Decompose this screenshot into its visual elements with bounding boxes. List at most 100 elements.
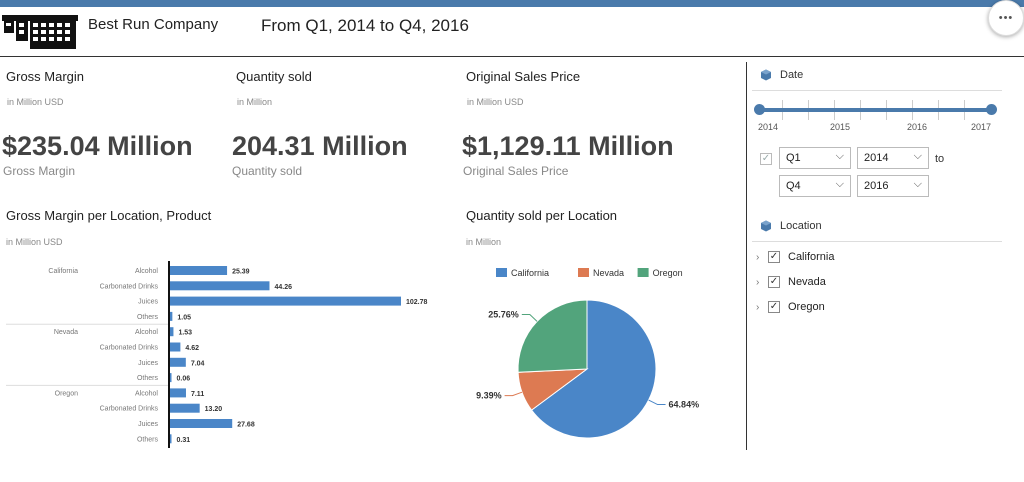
- bar-chart-unit: in Million USD: [6, 237, 63, 247]
- bar: [170, 373, 172, 383]
- from-year-value: 2014: [864, 152, 889, 164]
- kpi-gross-margin: Gross Margin in Million USD $235.04 Mill…: [2, 69, 193, 178]
- slider-label-2016: 2016: [907, 122, 928, 132]
- cube-icon: [761, 220, 771, 232]
- location-panel-separator: [752, 241, 1002, 242]
- kpi-unit: in Million USD: [467, 97, 524, 107]
- chevron-right-icon[interactable]: ›: [756, 301, 760, 313]
- company-name: Best Run Company: [88, 16, 219, 33]
- period-title: From Q1, 2014 to Q4, 2016: [261, 16, 469, 35]
- kpi-original-sales-price: Original Sales Price in Million USD $1,1…: [462, 69, 674, 178]
- quantity-sold-pie-chart: California Nevada Oregon 64.84% 9.39% 25.76%: [476, 268, 700, 439]
- kpi-title: Quantity sold: [236, 69, 312, 84]
- pie-value-label: 64.84%: [669, 400, 700, 410]
- pie-value-label: 9.39%: [476, 391, 502, 401]
- date-panel-separator: [752, 90, 1002, 91]
- kpi-unit: in Million USD: [7, 97, 64, 107]
- pie-leader-line: [521, 313, 538, 322]
- from-year-select[interactable]: 2014 ⌵: [857, 147, 929, 169]
- location-checkbox[interactable]: ✓: [768, 301, 780, 313]
- bar-category-label: Juices: [138, 421, 158, 428]
- panel-divider: [746, 62, 747, 450]
- to-year-value: 2016: [864, 180, 889, 192]
- bar-category-label: Carbonated Drinks: [100, 406, 159, 413]
- bar-category-label: Alcohol: [135, 268, 158, 275]
- bar-category-label: Carbonated Drinks: [100, 283, 159, 290]
- bar-value-label: 27.68: [237, 422, 255, 429]
- slider-label-2014: 2014: [758, 122, 779, 132]
- bar-value-label: 1.05: [177, 314, 191, 321]
- kpi-subtitle: Gross Margin: [3, 164, 76, 178]
- chevron-down-icon: ⌵: [913, 178, 922, 190]
- chevron-right-icon[interactable]: ›: [756, 251, 760, 263]
- bar-category-label: Alcohol: [135, 329, 158, 336]
- slider-track[interactable]: [760, 108, 992, 112]
- bar: [170, 281, 270, 291]
- bar-value-label: 0.06: [177, 376, 191, 383]
- bar-category-label: Carbonated Drinks: [100, 345, 159, 352]
- pie-chart-unit: in Million: [466, 237, 502, 247]
- more-options-button[interactable]: •••: [988, 0, 1024, 36]
- chevron-down-icon: ⌵: [835, 178, 844, 190]
- pie-slice: [517, 299, 588, 373]
- slider-start-handle[interactable]: [754, 104, 765, 115]
- gross-margin-bar-chart: California Alcohol 25.39 Carbonated Drinks 4…: [6, 261, 428, 448]
- bar: [170, 357, 186, 367]
- bar-value-label: 7.11: [191, 391, 204, 398]
- location-label: Nevada: [788, 276, 826, 288]
- bar: [170, 419, 233, 428]
- pie-legend-label: Oregon: [653, 268, 683, 278]
- location-panel-header: Location: [760, 220, 822, 232]
- bar-category-label: Others: [137, 436, 159, 443]
- to-year-select[interactable]: 2016 ⌵: [857, 175, 929, 197]
- top-accent-bar: [0, 0, 1024, 7]
- bar-category-label: Others: [137, 314, 159, 321]
- from-quarter-select[interactable]: Q1 ⌵: [779, 147, 851, 169]
- bar: [170, 296, 401, 306]
- company-logo: [2, 15, 78, 49]
- bar-value-label: 7.04: [191, 360, 205, 367]
- kpi-subtitle: Quantity sold: [232, 164, 303, 178]
- location-label: California: [788, 251, 835, 263]
- bar: [170, 388, 186, 398]
- kpi-quantity-sold: Quantity sold in Million 204.31 Million …: [232, 69, 408, 178]
- bar-category-label: Juices: [138, 299, 158, 306]
- to-quarter-value: Q4: [786, 180, 801, 192]
- location-item-nevada[interactable]: › ✓ Nevada: [756, 274, 826, 290]
- slider-label-2015: 2015: [830, 122, 851, 132]
- to-quarter-select[interactable]: Q4 ⌵: [779, 175, 851, 197]
- bar-category-label: Juices: [138, 360, 158, 367]
- bar-value-label: 0.31: [177, 437, 191, 444]
- location-checkbox[interactable]: ✓: [768, 251, 780, 263]
- location-item-california[interactable]: › ✓ California: [756, 249, 834, 265]
- bar: [170, 403, 200, 413]
- range-mode-checkbox[interactable]: ✓: [760, 153, 772, 165]
- pie-legend-swatch: [578, 268, 589, 277]
- kpi-title: Gross Margin: [6, 69, 85, 84]
- from-quarter-value: Q1: [786, 152, 801, 164]
- bar-value-label: 13.20: [205, 406, 223, 413]
- bar-value-label: 1.53: [178, 330, 192, 337]
- kpi-subtitle: Original Sales Price: [463, 164, 569, 178]
- bar-value-label: 44.26: [274, 284, 292, 291]
- bar: [170, 342, 181, 352]
- bar-value-label: 4.62: [185, 345, 199, 352]
- chevron-right-icon[interactable]: ›: [756, 276, 760, 288]
- date-panel-header: Date: [760, 69, 803, 81]
- kpi-value: 204.31 Million: [232, 131, 408, 161]
- bar: [170, 434, 172, 444]
- cube-icon: [761, 69, 771, 81]
- location-item-oregon[interactable]: › ✓ Oregon: [756, 299, 825, 315]
- bar-value-label: 25.39: [232, 269, 250, 276]
- bar-category-label: Alcohol: [135, 390, 158, 397]
- bar: [170, 311, 173, 321]
- header: Best Run Company From Q1, 2014 to Q4, 20…: [0, 7, 1024, 57]
- location-checkbox[interactable]: ✓: [768, 276, 780, 288]
- bar-chart-title: Gross Margin per Location, Product: [6, 208, 212, 223]
- kpi-title: Original Sales Price: [466, 69, 581, 84]
- location-label: Oregon: [788, 301, 825, 313]
- pie-slice: [530, 299, 657, 439]
- to-label: to: [935, 153, 945, 165]
- slider-end-handle[interactable]: [986, 104, 997, 115]
- bar: [170, 266, 228, 275]
